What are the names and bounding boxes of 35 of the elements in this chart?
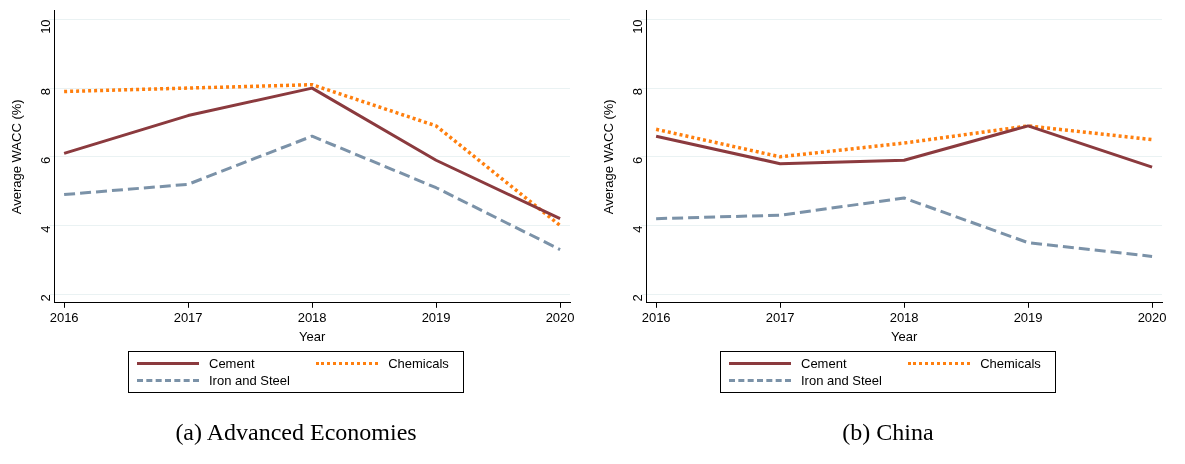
- x-axis-title: Year: [890, 328, 918, 344]
- legend-label: Chemicals: [980, 356, 1041, 371]
- text: (a) Advanced Economies: [174, 419, 418, 446]
- line-series: [62, 134, 562, 252]
- x-tick-label: 2018: [889, 310, 919, 326]
- y-axis-title: Average WACC (%): [9, 99, 25, 215]
- line-series: [654, 196, 1154, 258]
- legend-label: Cement: [801, 356, 847, 371]
- x-tick-label: 2019: [421, 310, 451, 326]
- y-tick-label: 2: [629, 294, 645, 302]
- y-tick-label: 8: [37, 88, 53, 96]
- x-tick-label: 2018: [297, 310, 327, 326]
- y-tick-label: 10: [629, 19, 645, 34]
- x-tick-label: 2020: [545, 310, 575, 326]
- y-tick-label: 6: [629, 156, 645, 165]
- y-tick-label: 4: [37, 225, 53, 233]
- x-tick-label: 2016: [49, 310, 79, 326]
- x-tick-label: 2017: [173, 310, 203, 326]
- y-tick-label: 2: [37, 294, 53, 302]
- y-tick-label: 6: [37, 156, 53, 165]
- legend-label: Cement: [209, 356, 255, 371]
- y-axis-title: Average WACC (%): [601, 99, 617, 215]
- legend-label: Iron and Steel: [801, 373, 882, 388]
- y-tick-label: 10: [37, 19, 53, 34]
- line-series: [654, 124, 1154, 159]
- legend-label: Iron and Steel: [209, 373, 290, 388]
- x-tick-label: 2016: [641, 310, 671, 326]
- x-axis-title: Year: [298, 328, 326, 344]
- text: (b) China: [841, 419, 935, 446]
- x-tick-label: 2019: [1013, 310, 1043, 326]
- x-tick-label: 2017: [765, 310, 795, 326]
- x-tick-label: 2020: [1137, 310, 1167, 326]
- legend-label: Chemicals: [388, 356, 449, 371]
- y-tick-label: 4: [629, 225, 645, 233]
- y-tick-label: 8: [629, 88, 645, 96]
